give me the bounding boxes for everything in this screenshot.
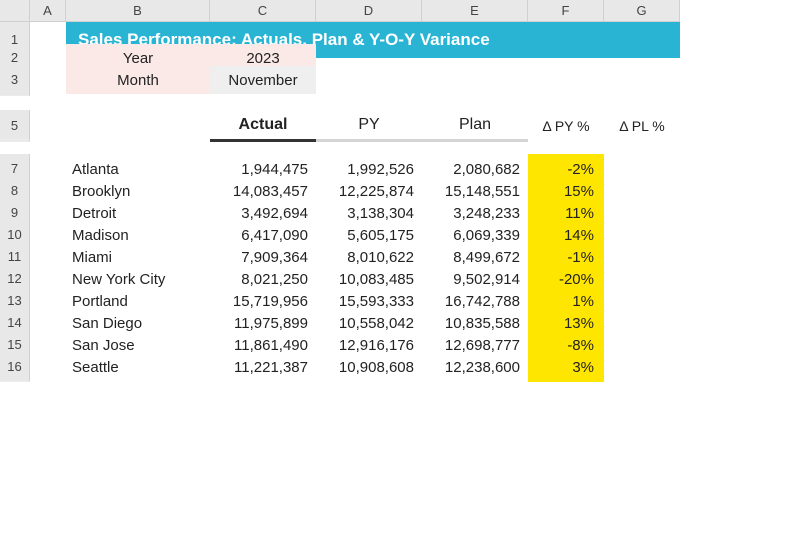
select-all-corner[interactable] (0, 0, 30, 22)
row-6-spacer (30, 132, 680, 140)
row-header-6[interactable] (0, 132, 30, 140)
cell-A16[interactable] (30, 352, 66, 382)
col-header-C[interactable]: C (210, 0, 316, 22)
actual-9[interactable]: 11,221,387 (210, 352, 316, 382)
city-9[interactable]: Seattle (66, 352, 210, 382)
dpy-9[interactable]: 3% (528, 352, 604, 382)
spreadsheet-grid: A B C D E F G 1 Sales Performance: Actua… (0, 0, 800, 374)
plan-9[interactable]: 12,238,600 (422, 352, 528, 382)
col-header-A[interactable]: A (30, 0, 66, 22)
col-header-E[interactable]: E (422, 0, 528, 22)
dpl-9[interactable] (604, 352, 680, 382)
row-4-spacer (30, 88, 680, 96)
col-header-B[interactable]: B (66, 0, 210, 22)
col-header-F[interactable]: F (528, 0, 604, 22)
py-9[interactable]: 10,908,608 (316, 352, 422, 382)
col-header-G[interactable]: G (604, 0, 680, 22)
row-header-4[interactable] (0, 88, 30, 96)
row-header-16[interactable]: 16 (0, 352, 30, 382)
col-header-D[interactable]: D (316, 0, 422, 22)
